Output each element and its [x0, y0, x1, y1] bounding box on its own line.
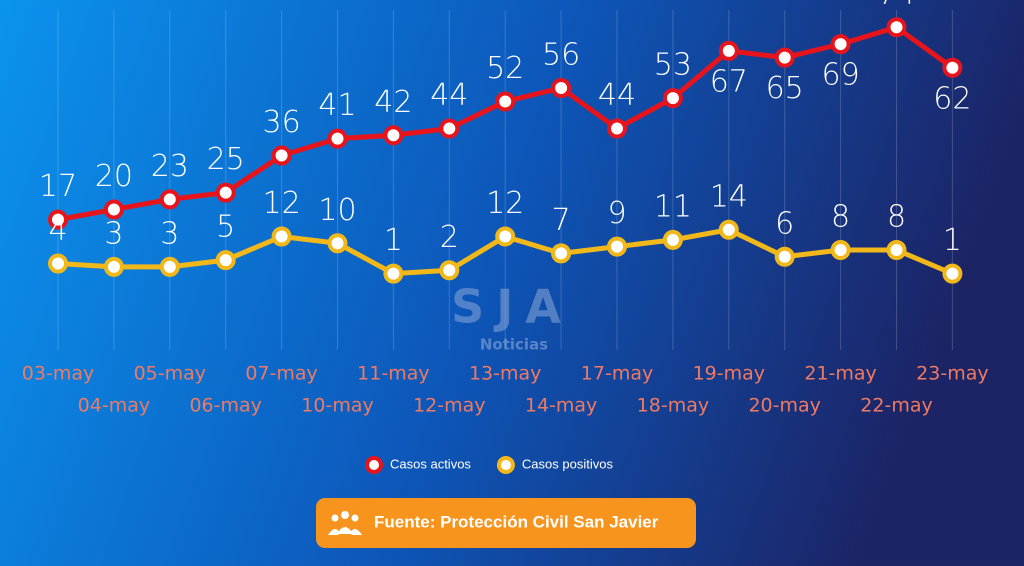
data-point — [327, 233, 348, 254]
data-label: 62 — [933, 81, 971, 116]
data-point — [607, 236, 627, 257]
x-tick-label: 14-may — [525, 395, 597, 417]
data-label: 74 — [877, 0, 915, 12]
data-point — [383, 125, 404, 146]
data-label: 4 — [48, 213, 67, 248]
data-point — [159, 256, 180, 277]
data-label: 44 — [430, 78, 468, 113]
data-label: 12 — [263, 186, 301, 221]
data-label: 42 — [374, 85, 412, 120]
x-tick-label: 20-may — [748, 395, 820, 417]
watermark-subtitle: Noticias — [480, 336, 548, 354]
data-label: 8 — [887, 200, 906, 235]
data-point — [774, 47, 795, 68]
data-label: 56 — [542, 38, 580, 73]
data-label: 3 — [160, 216, 179, 251]
people-icon — [328, 511, 362, 535]
data-label: 20 — [95, 159, 133, 194]
data-point — [718, 219, 739, 240]
data-point — [495, 91, 516, 112]
data-point — [215, 250, 236, 271]
legend-marker — [365, 456, 383, 474]
x-tick-label: 12-may — [413, 395, 485, 417]
legend-marker — [496, 456, 515, 474]
data-point — [830, 34, 851, 55]
data-point — [159, 189, 180, 210]
data-label: 7 — [552, 203, 571, 238]
x-tick-label: 17-may — [581, 363, 653, 385]
data-label: 65 — [766, 71, 804, 106]
data-point — [215, 182, 236, 203]
x-tick-label: 11-may — [357, 363, 429, 385]
x-tick-label: 19-may — [693, 363, 765, 385]
data-point — [495, 226, 516, 247]
data-point — [439, 260, 460, 281]
watermark-title: SJA — [451, 280, 573, 334]
data-label: 9 — [607, 196, 626, 231]
source-text: Fuente: Protección Civil San Javier — [374, 512, 659, 531]
x-tick-label: 07-may — [245, 363, 317, 385]
data-point — [607, 118, 627, 139]
data-point — [942, 57, 963, 78]
x-tick-label: 06-may — [189, 395, 261, 417]
data-label: 3 — [104, 216, 123, 251]
x-tick-label: 22-may — [860, 395, 932, 417]
data-point — [48, 209, 68, 230]
x-tick-label: 23-may — [916, 363, 988, 385]
data-label: 52 — [486, 51, 524, 86]
data-point — [718, 40, 739, 61]
x-tick-label: 03-may — [22, 363, 94, 385]
data-label: 12 — [486, 186, 524, 221]
x-tick-label: 05-may — [134, 363, 206, 385]
data-point — [103, 199, 124, 220]
legend-label: Casos activos — [390, 456, 471, 471]
x-tick-label: 18-may — [637, 395, 709, 417]
legend-label: Casos positivos — [522, 456, 614, 471]
data-label: 44 — [598, 78, 636, 113]
data-label: 53 — [654, 48, 692, 83]
data-label: 2 — [440, 220, 459, 255]
data-point — [439, 118, 460, 139]
x-tick-label: 21-may — [804, 363, 876, 385]
data-point — [48, 253, 68, 274]
data-label: 25 — [207, 142, 245, 177]
data-label: 5 — [216, 210, 235, 245]
data-point — [942, 263, 963, 284]
data-label: 14 — [710, 179, 748, 214]
data-point — [551, 243, 572, 264]
plot: 03-may 04-may 05-may 06-may 07-may 10-may 11-m… — [22, 0, 989, 417]
data-point — [774, 246, 795, 267]
data-label: 10 — [318, 193, 356, 228]
data-point — [103, 256, 124, 277]
data-point — [830, 240, 851, 260]
data-label: 41 — [318, 88, 356, 123]
legend: Casos activos Casos positivos — [365, 456, 614, 474]
grid — [57, 10, 953, 350]
data-label: 23 — [151, 149, 189, 184]
x-tick-label: 10-may — [301, 395, 373, 417]
x-tick-label: 04-may — [78, 395, 150, 417]
data-point — [383, 263, 404, 284]
data-label: 36 — [263, 105, 301, 140]
data-point — [327, 128, 348, 149]
data-label: 69 — [822, 58, 860, 93]
data-label: 6 — [775, 206, 794, 241]
data-label: 11 — [654, 189, 692, 224]
data-point — [271, 226, 292, 247]
data-point — [271, 145, 292, 166]
data-point — [886, 240, 907, 260]
source-button — [316, 498, 696, 548]
data-point — [886, 17, 907, 38]
data-point — [662, 88, 683, 109]
data-point — [551, 78, 572, 98]
data-label: 17 — [39, 169, 77, 204]
x-tick-label: 13-may — [469, 363, 541, 385]
data-label: 1 — [384, 223, 403, 258]
data-point — [662, 229, 683, 250]
data-label: 8 — [831, 200, 850, 235]
data-label: 67 — [710, 64, 748, 99]
data-label: 1 — [943, 223, 962, 258]
